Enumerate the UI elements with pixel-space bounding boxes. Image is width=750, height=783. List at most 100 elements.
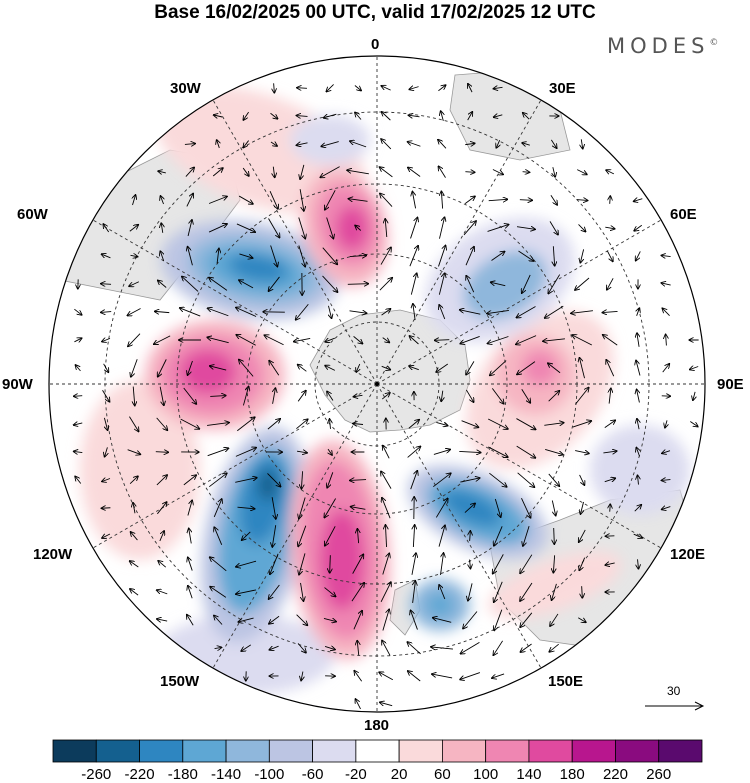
wind-vector	[102, 338, 111, 341]
wind-vector	[407, 642, 421, 655]
anomaly-light-pink	[80, 380, 200, 560]
wind-vector	[207, 337, 229, 344]
meridian-line	[376, 383, 542, 669]
wind-vector	[239, 253, 252, 258]
wind-vector	[549, 643, 559, 652]
colorbar-cell	[139, 739, 184, 763]
wind-vector	[605, 563, 615, 565]
wind-vector	[460, 335, 480, 343]
wind-vector	[489, 472, 506, 487]
wind-vector	[468, 583, 473, 600]
wind-vector	[412, 192, 417, 209]
wind-vector	[214, 615, 223, 625]
wind-vector	[269, 584, 280, 599]
wind-vector	[516, 227, 535, 230]
wind-vector	[127, 449, 141, 455]
lon-label-150w: 150W	[160, 673, 200, 690]
lon-label-60e: 60E	[670, 206, 697, 223]
wind-vector	[101, 312, 112, 313]
wind-vector	[550, 613, 559, 626]
wind-vector	[435, 499, 447, 518]
wind-vector	[184, 144, 195, 145]
meridians	[49, 56, 705, 712]
wind-vector	[237, 417, 254, 432]
wind-vector	[210, 366, 227, 371]
wind-vector	[459, 451, 480, 452]
wind-vector	[182, 277, 199, 292]
wind-vector	[465, 247, 474, 266]
wind-vector	[433, 473, 450, 488]
wind-vector	[553, 167, 555, 177]
wind-vector	[74, 308, 81, 315]
wind-vector	[104, 417, 107, 430]
wind-vector	[188, 586, 193, 599]
wind-vector	[468, 84, 473, 93]
wind-vector	[353, 336, 363, 343]
wind-vector	[242, 387, 248, 406]
wind-vector	[382, 337, 390, 343]
wind-vector	[208, 308, 229, 317]
wind-vector	[300, 164, 305, 179]
wind-vector	[236, 223, 255, 232]
wind-vector	[189, 529, 192, 544]
anomaly-negative	[463, 250, 547, 320]
wind-vector	[382, 112, 391, 121]
wind-vector	[129, 416, 138, 432]
wind-vector	[74, 338, 81, 342]
wind-vector	[355, 112, 362, 120]
wind-vector	[493, 87, 503, 88]
wind-vector	[413, 525, 414, 548]
wind-vector	[491, 388, 503, 403]
wind-vector	[239, 360, 254, 377]
wind-vector	[212, 168, 223, 177]
wind-vector	[185, 167, 194, 177]
wind-vector	[188, 557, 193, 571]
wind-vector	[409, 246, 418, 267]
wind-vector	[523, 113, 530, 120]
wind-vector	[496, 140, 499, 148]
wind-vector	[214, 647, 222, 648]
wind-vector	[572, 335, 593, 346]
wind-vector	[438, 525, 445, 547]
wind-vector	[350, 141, 367, 148]
wind-vector	[158, 359, 167, 376]
wind-vector	[464, 196, 475, 204]
wind-vector	[208, 197, 227, 204]
wind-vector	[299, 553, 306, 574]
wind-vector	[431, 647, 453, 649]
wind-vector	[236, 560, 257, 567]
wind-vector	[159, 386, 164, 406]
wind-vector	[438, 246, 445, 267]
wind-vector	[354, 85, 361, 90]
wind-vector	[460, 310, 481, 315]
wind-vector	[382, 498, 391, 519]
wind-vector	[129, 281, 140, 286]
wind-vector	[520, 643, 532, 652]
wind-vector	[487, 310, 509, 313]
anomaly-light-purple	[590, 425, 690, 515]
wind-vector	[157, 619, 168, 621]
wind-vector	[410, 471, 418, 490]
wind-vector	[325, 338, 335, 342]
wind-vector	[413, 581, 416, 603]
wind-vector	[325, 526, 336, 545]
wind-vector	[441, 191, 442, 209]
meridian-line	[376, 383, 662, 549]
wind-vector	[207, 448, 229, 457]
colorbar-cell	[615, 739, 660, 763]
wind-vector	[210, 396, 225, 397]
wind-vector	[634, 224, 643, 230]
south-pole	[375, 382, 379, 386]
wind-vector	[543, 339, 565, 341]
lon-label-120e: 120E	[670, 546, 706, 563]
wind-vector	[662, 308, 670, 316]
wind-vector	[157, 502, 166, 515]
wind-vector	[666, 334, 667, 346]
wind-vector	[102, 390, 110, 401]
wind-vector	[297, 116, 308, 117]
wind-vector	[520, 554, 533, 574]
wind-vector	[131, 532, 138, 541]
wind-vector	[236, 335, 256, 346]
wind-vector	[572, 421, 591, 428]
wind-vector	[325, 366, 336, 371]
